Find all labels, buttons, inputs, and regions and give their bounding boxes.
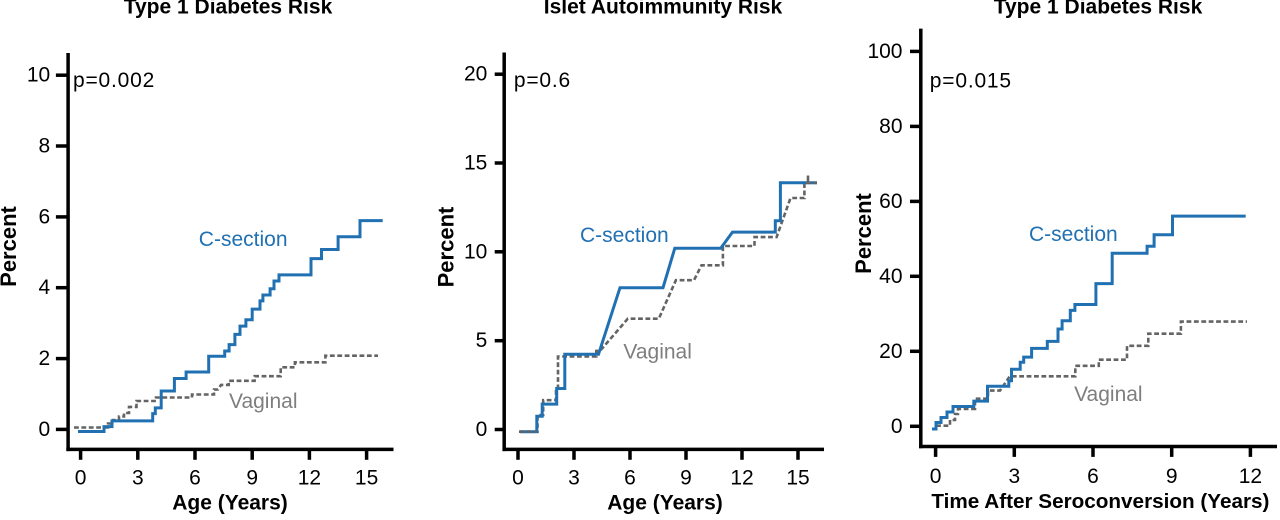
svg-text:10: 10 — [27, 64, 50, 87]
svg-text:Type 1 Diabetes Risk: Type 1 Diabetes Risk — [994, 0, 1203, 19]
svg-text:12: 12 — [1239, 465, 1262, 488]
svg-text:20: 20 — [879, 340, 902, 363]
svg-text:p=0.002: p=0.002 — [73, 69, 155, 92]
svg-text:p=0.6: p=0.6 — [514, 69, 571, 92]
svg-text:9: 9 — [1166, 465, 1178, 488]
svg-text:4: 4 — [39, 276, 51, 299]
svg-text:3: 3 — [1008, 465, 1020, 488]
svg-text:15: 15 — [355, 466, 378, 489]
svg-text:Age (Years): Age (Years) — [607, 491, 723, 514]
svg-text:8: 8 — [39, 135, 51, 158]
svg-text:Vaginal: Vaginal — [1074, 383, 1143, 406]
svg-text:6: 6 — [624, 466, 636, 489]
svg-text:0: 0 — [476, 418, 488, 441]
svg-text:Age (Years): Age (Years) — [172, 491, 288, 514]
svg-text:C-section: C-section — [1029, 223, 1118, 246]
svg-text:10: 10 — [464, 240, 487, 263]
svg-text:15: 15 — [464, 152, 487, 175]
svg-text:3: 3 — [568, 466, 580, 489]
svg-text:C-section: C-section — [199, 228, 288, 251]
svg-text:Percent: Percent — [851, 192, 876, 273]
svg-text:12: 12 — [730, 466, 753, 489]
svg-text:p=0.015: p=0.015 — [930, 70, 1012, 93]
svg-text:C-section: C-section — [580, 224, 669, 247]
svg-text:2: 2 — [39, 347, 51, 370]
svg-text:6: 6 — [189, 466, 201, 489]
svg-text:0: 0 — [512, 466, 524, 489]
svg-text:Islet Autoimmunity Risk: Islet Autoimmunity Risk — [544, 0, 783, 19]
svg-text:Percent: Percent — [0, 205, 21, 286]
svg-text:0: 0 — [39, 418, 51, 441]
svg-text:Vaginal: Vaginal — [623, 341, 692, 364]
svg-text:20: 20 — [464, 63, 487, 86]
svg-text:6: 6 — [1087, 465, 1099, 488]
svg-text:0: 0 — [75, 466, 87, 489]
svg-text:40: 40 — [879, 265, 902, 288]
svg-text:Percent: Percent — [433, 206, 458, 287]
svg-text:9: 9 — [680, 466, 692, 489]
svg-text:60: 60 — [879, 190, 902, 213]
svg-text:9: 9 — [246, 466, 258, 489]
svg-text:Vaginal: Vaginal — [229, 390, 298, 413]
svg-text:80: 80 — [879, 115, 902, 138]
svg-text:Time After Seroconversion (Yea: Time After Seroconversion (Years) — [931, 490, 1269, 513]
svg-text:3: 3 — [132, 466, 144, 489]
svg-text:Type 1 Diabetes Risk: Type 1 Diabetes Risk — [124, 0, 333, 19]
svg-text:6: 6 — [39, 205, 51, 228]
svg-text:0: 0 — [891, 415, 903, 438]
svg-text:0: 0 — [930, 465, 942, 488]
svg-text:100: 100 — [867, 40, 902, 63]
svg-text:15: 15 — [786, 466, 809, 489]
svg-text:5: 5 — [476, 329, 488, 352]
svg-text:12: 12 — [298, 466, 321, 489]
